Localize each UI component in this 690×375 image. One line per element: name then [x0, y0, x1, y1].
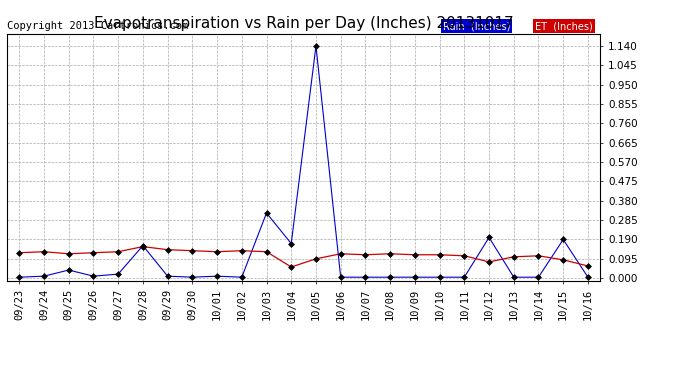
Title: Evapotranspiration vs Rain per Day (Inches) 20131017: Evapotranspiration vs Rain per Day (Inch…	[94, 16, 513, 31]
Text: ET  (Inches): ET (Inches)	[535, 21, 593, 31]
Text: Copyright 2013 Cartronics.com: Copyright 2013 Cartronics.com	[7, 21, 188, 31]
Text: Rain  (Inches): Rain (Inches)	[443, 21, 511, 31]
